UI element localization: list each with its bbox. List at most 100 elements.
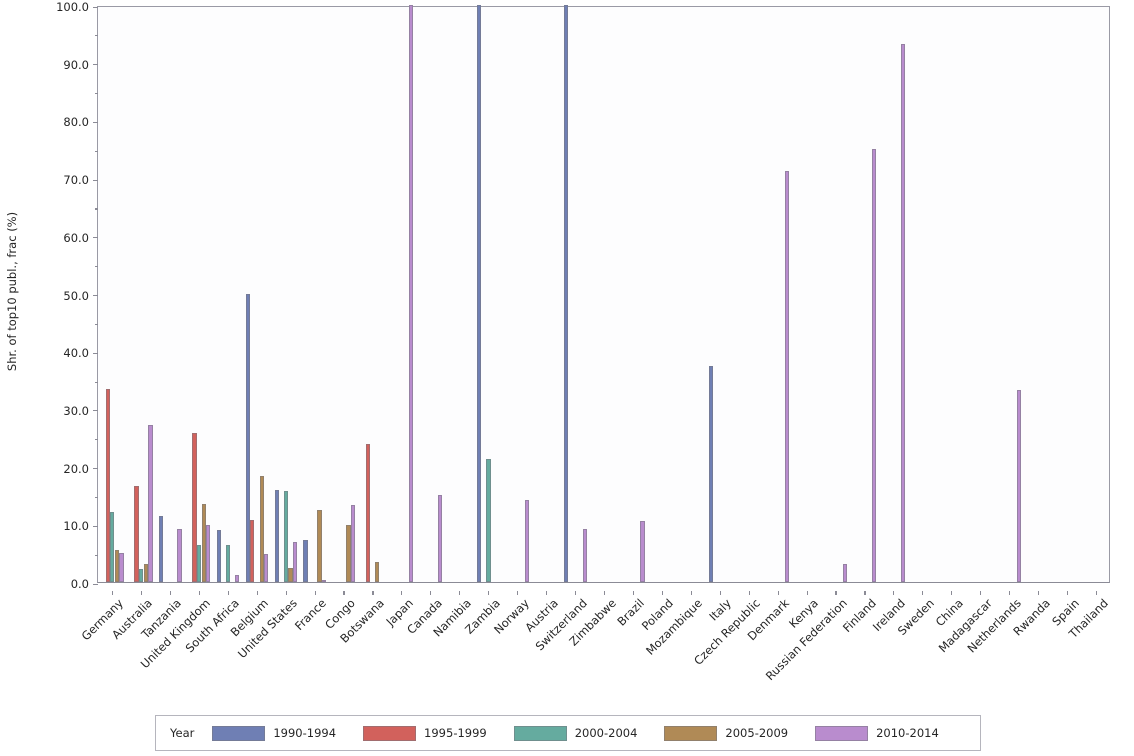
- y-tick-label: 100.0: [56, 0, 89, 14]
- legend-items: 1990-1994 1995-1999 2000-2004 2005-2009 2010…: [212, 725, 965, 741]
- bar: [201, 504, 206, 582]
- bar: [283, 490, 289, 582]
- y-minor-tick-mark: [94, 439, 98, 441]
- bar: [119, 552, 124, 582]
- y-minor-tick-mark: [94, 496, 98, 499]
- x-tick-mark: [806, 591, 808, 595]
- bar: [640, 521, 645, 582]
- y-tick-mark: [93, 179, 98, 181]
- bar: [264, 554, 269, 582]
- bar: [250, 519, 255, 582]
- y-tick-label: 10.0: [63, 519, 89, 534]
- bar: [317, 509, 322, 582]
- bar: [1016, 389, 1021, 582]
- bar: [110, 511, 115, 582]
- bar: [871, 149, 877, 582]
- bar: [486, 459, 491, 582]
- x-tick-mark: [1009, 591, 1011, 595]
- y-tick-mark: [93, 525, 98, 527]
- bar: [524, 499, 529, 582]
- x-tick-mark: [372, 591, 374, 595]
- bar: [293, 541, 298, 582]
- bar: [134, 485, 139, 582]
- bar: [259, 476, 264, 582]
- x-tick-mark: [748, 591, 750, 595]
- bar: [177, 528, 182, 582]
- x-tick-mark: [198, 591, 200, 595]
- legend-item[interactable]: 2005-2009: [664, 725, 789, 741]
- bar: [192, 432, 197, 582]
- bar: [375, 561, 380, 582]
- y-minor-tick-mark: [94, 93, 98, 95]
- y-minor-tick-mark: [94, 381, 98, 383]
- x-tick-mark: [661, 591, 663, 595]
- bar: [274, 490, 279, 582]
- y-tick-label: 0.0: [70, 577, 89, 591]
- y-minor-tick-mark: [94, 323, 98, 325]
- bar: [366, 443, 371, 582]
- y-tick-label: 70.0: [63, 173, 89, 188]
- x-tick-mark: [546, 591, 548, 595]
- x-tick-mark: [690, 591, 692, 595]
- x-tick-mark: [459, 591, 461, 595]
- y-tick-label: 40.0: [63, 346, 89, 361]
- bar: [245, 293, 250, 582]
- x-tick-mark: [1067, 591, 1069, 595]
- x-tick-mark: [632, 591, 634, 595]
- legend-swatch: [212, 725, 266, 741]
- legend-swatch: [363, 725, 417, 741]
- bar: [785, 171, 790, 582]
- bar: [114, 549, 119, 582]
- x-tick-mark: [864, 591, 866, 595]
- x-tick-mark: [951, 591, 953, 595]
- x-tick-mark: [227, 591, 229, 595]
- y-minor-tick-mark: [94, 208, 98, 210]
- bar: [139, 568, 144, 582]
- y-tick-mark: [93, 295, 98, 297]
- x-tick-mark: [1038, 591, 1040, 595]
- y-tick-mark: [93, 468, 98, 470]
- x-tick-mark: [140, 591, 142, 595]
- y-minor-tick-mark: [94, 554, 98, 556]
- y-tick-label: 90.0: [63, 57, 89, 72]
- bar: [582, 528, 587, 582]
- y-tick-label: 20.0: [63, 461, 89, 476]
- legend-item[interactable]: 1990-1994: [212, 725, 337, 741]
- bar: [105, 388, 110, 582]
- x-tick-mark: [835, 591, 837, 595]
- y-tick-mark: [93, 121, 98, 123]
- x-tick-mark: [343, 591, 345, 595]
- bar: [303, 539, 308, 582]
- bar: [143, 563, 148, 582]
- x-tick-mark: [719, 591, 721, 595]
- bar: [563, 5, 569, 582]
- bar: [437, 494, 442, 582]
- bar: [235, 574, 240, 582]
- bar: [216, 529, 221, 582]
- bar: [158, 515, 163, 582]
- legend-label: 2005-2009: [725, 726, 789, 740]
- y-minor-tick-mark: [94, 35, 98, 37]
- x-tick-mark: [169, 591, 171, 595]
- legend-item[interactable]: 2010-2014: [815, 725, 939, 741]
- y-axis-label: Shr. of top10 publ., frac (%): [5, 211, 19, 372]
- bar: [148, 425, 153, 582]
- y-tick-mark: [93, 352, 98, 354]
- y-tick-mark: [93, 6, 98, 8]
- bar: [225, 544, 231, 582]
- legend-label: 1990-1994: [273, 726, 337, 740]
- bar: [206, 525, 211, 582]
- bar: [900, 44, 906, 582]
- x-tick-mark: [401, 591, 403, 595]
- plot-area: 0.0 10.0 20.0 30.0 40.0 50.0 60.0 70.0 80.0 90.0 1…: [56, 0, 1111, 684]
- legend-label: 2010-2014: [876, 726, 939, 740]
- legend-item[interactable]: 1995-1999: [363, 725, 487, 741]
- y-minor-tick-mark: [94, 266, 98, 268]
- legend-item[interactable]: 2000-2004: [513, 725, 637, 741]
- x-tick-mark: [314, 591, 316, 595]
- x-tick-mark: [922, 591, 924, 595]
- y-tick-label: 30.0: [63, 403, 89, 418]
- y-tick-mark: [93, 583, 98, 585]
- y-tick-mark: [93, 64, 98, 66]
